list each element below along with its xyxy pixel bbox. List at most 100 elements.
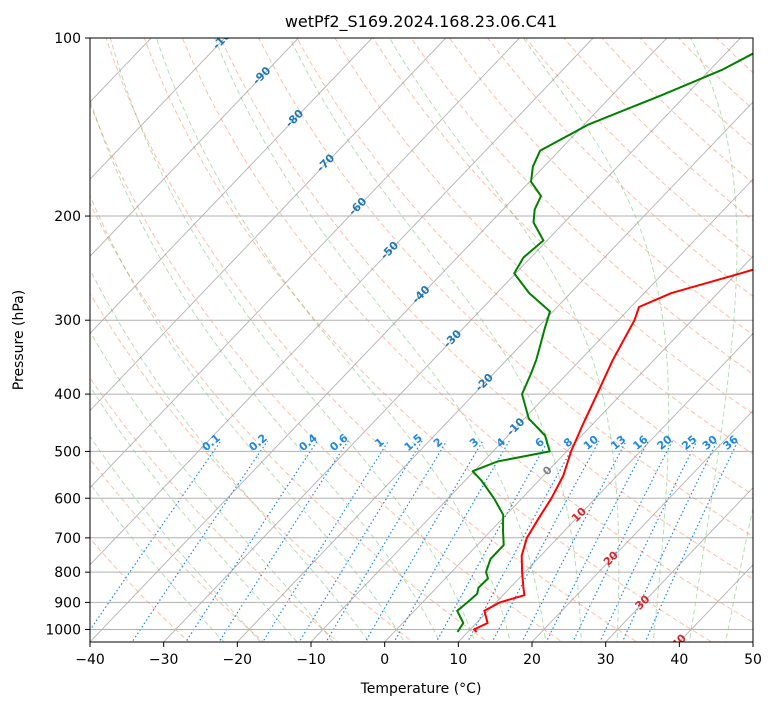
isotherm-label: 40 xyxy=(669,631,689,651)
chart-title: wetPf2_S169.2024.168.23.06.C41 xyxy=(285,12,557,32)
mixing-ratio-label: 13 xyxy=(608,433,628,453)
y-tick-label: 500 xyxy=(54,444,81,460)
mixing-ratio-label: 16 xyxy=(630,433,650,453)
mixing-ratio-line xyxy=(262,440,390,642)
dry-adiabat xyxy=(90,292,414,642)
y-tick-label: 1000 xyxy=(45,622,81,638)
moist-adiabat xyxy=(289,38,582,642)
dry-adiabat xyxy=(296,38,753,496)
dry-adiabat xyxy=(90,376,340,642)
moist-adiabat xyxy=(109,38,476,642)
moist-adiabat xyxy=(90,98,441,642)
x-axis: −40 −30 −20 −10 0 10 20 30 40 50 xyxy=(75,642,762,668)
isotherm-line xyxy=(162,38,742,642)
x-tick-label: −20 xyxy=(223,652,253,668)
isotherm-line xyxy=(678,564,753,642)
isotherm-line xyxy=(90,38,300,257)
dry-adiabat xyxy=(143,38,713,642)
mixing-ratio-line xyxy=(572,440,673,642)
mixing-ratio-line xyxy=(325,440,448,642)
mixing-ratio-label: 20 xyxy=(655,433,675,453)
moist-adiabat xyxy=(725,505,753,642)
mixing-ratio-line xyxy=(435,440,549,642)
mixing-ratio-line xyxy=(466,440,577,642)
isotherm-line xyxy=(236,101,753,642)
isotherm-line xyxy=(457,332,753,642)
isotherm-line xyxy=(310,178,753,642)
moist-adiabat xyxy=(522,38,670,642)
mixing-ratio-label: 0.1 xyxy=(200,431,223,453)
moist-adiabat xyxy=(90,194,405,642)
isotherm-line xyxy=(90,38,226,180)
mixing-ratio-line xyxy=(131,440,269,642)
mixing-ratio-label: 10 xyxy=(581,433,601,453)
mixing-ratio-line xyxy=(393,440,510,642)
isotherm-line xyxy=(90,38,447,412)
x-tick-label: 30 xyxy=(597,652,615,668)
x-tick-label: 0 xyxy=(380,652,389,668)
y-tick-label: 900 xyxy=(54,595,81,611)
dry-adiabat xyxy=(334,38,753,455)
plot-frame xyxy=(89,37,754,643)
y-tick-label: 800 xyxy=(54,565,81,581)
x-tick-label: 10 xyxy=(449,652,467,668)
y-tick-label: 600 xyxy=(54,491,81,507)
x-tick-label: −10 xyxy=(296,652,326,668)
mixing-ratio-line xyxy=(364,440,484,642)
mixing-ratio-line xyxy=(621,440,718,642)
y-tick-label: 700 xyxy=(54,531,81,547)
dry-adiabat xyxy=(90,102,564,642)
mixing-ratio-label: 0.6 xyxy=(327,431,351,454)
x-tick-label: −40 xyxy=(75,652,105,668)
dry-adiabat xyxy=(181,38,753,623)
y-axis-label: Pressure (hPa) xyxy=(11,290,27,390)
isotherm-line xyxy=(752,641,753,642)
mixing-ratio-label: 1 xyxy=(372,435,386,450)
x-tick-label: −30 xyxy=(149,652,179,668)
mixing-ratio-label: 3 xyxy=(467,435,481,450)
y-tick-label: 100 xyxy=(54,31,81,47)
mixing-ratio-label: 0.4 xyxy=(297,431,321,454)
dry-adiabat xyxy=(258,38,753,538)
temperature-profile xyxy=(473,268,753,633)
mixing-ratio-line xyxy=(599,440,698,642)
isotherm-line xyxy=(90,38,521,489)
moist-adiabats xyxy=(90,38,753,642)
y-tick-label: 300 xyxy=(54,313,81,329)
moist-adiabat xyxy=(90,435,262,642)
isobars xyxy=(90,38,753,630)
dry-adiabat xyxy=(90,458,265,642)
dry-adiabat xyxy=(372,38,753,415)
dry-adiabat xyxy=(755,38,775,654)
x-tick-label: 50 xyxy=(744,652,762,668)
mixing-ratio-line xyxy=(521,440,627,642)
isotherm-line xyxy=(90,38,373,335)
mixing-ratio-lines xyxy=(90,440,739,642)
isotherm-line xyxy=(604,486,753,642)
y-tick-label: 400 xyxy=(54,387,81,403)
dry-adiabat xyxy=(220,38,753,580)
x-axis-label: Temperature (°C) xyxy=(360,681,482,697)
dry-adiabat xyxy=(487,38,753,297)
moist-adiabat xyxy=(90,385,298,642)
mixing-ratio-label: 1.5 xyxy=(402,431,425,453)
mixing-ratio-label: 36 xyxy=(721,433,741,453)
profiles xyxy=(456,52,753,633)
isotherm-line xyxy=(531,409,753,642)
y-tick-label: 200 xyxy=(54,209,81,225)
moist-adiabat xyxy=(90,268,370,642)
dry-adiabat xyxy=(563,38,753,222)
dewpoint-profile xyxy=(456,52,753,633)
moist-adiabat xyxy=(90,482,225,642)
isotherm-line xyxy=(90,38,594,566)
isotherm-line xyxy=(90,38,668,642)
x-tick-label: 20 xyxy=(523,652,541,668)
isotherm-line xyxy=(383,255,753,642)
dry-adiabat xyxy=(601,38,753,184)
x-tick-label: 40 xyxy=(670,652,688,668)
moist-adiabat xyxy=(214,38,547,642)
mixing-ratio-line xyxy=(90,440,222,632)
mixing-ratio-line xyxy=(298,440,423,642)
